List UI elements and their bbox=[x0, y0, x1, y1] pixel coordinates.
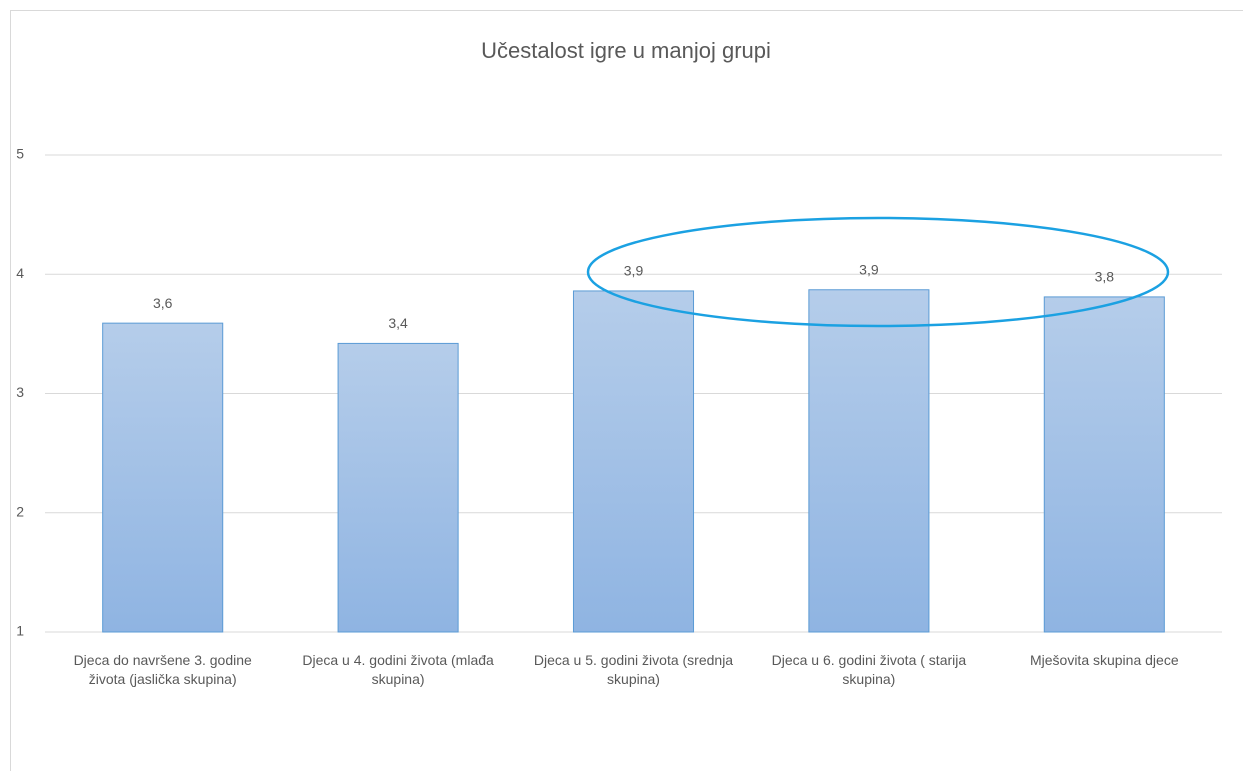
bar bbox=[808, 289, 930, 633]
chart-title: Učestalost igre u manjoj grupi bbox=[481, 38, 771, 63]
x-tick-label: Djeca do navršene 3. godine života (jasl… bbox=[73, 652, 252, 687]
y-tick-label: 1 bbox=[16, 623, 24, 639]
bar bbox=[102, 322, 224, 633]
y-tick-label: 5 bbox=[16, 146, 24, 162]
x-tick-label: Djeca u 5. godini života (srednja skupin… bbox=[533, 652, 734, 687]
value-label: 3,4 bbox=[388, 315, 408, 331]
value-label: 3,9 bbox=[859, 261, 879, 277]
value-label: 3,8 bbox=[1095, 269, 1115, 285]
x-tick-label: Djeca u 4. godini života (mlađa skupina) bbox=[302, 652, 494, 687]
highlight-ellipse bbox=[586, 216, 1170, 328]
y-tick-label: 4 bbox=[16, 265, 24, 281]
y-tick-label: 3 bbox=[16, 384, 24, 400]
bar bbox=[1043, 296, 1165, 633]
value-label: 3,9 bbox=[624, 263, 644, 279]
bar bbox=[572, 290, 695, 633]
value-label: 3,6 bbox=[153, 295, 173, 311]
x-tick-label: Mješovita skupina djece bbox=[1029, 652, 1179, 668]
x-tick-label: Djeca u 6. godini života ( starija skupi… bbox=[771, 652, 967, 687]
bar bbox=[337, 342, 459, 633]
y-tick-label: 2 bbox=[16, 503, 24, 519]
